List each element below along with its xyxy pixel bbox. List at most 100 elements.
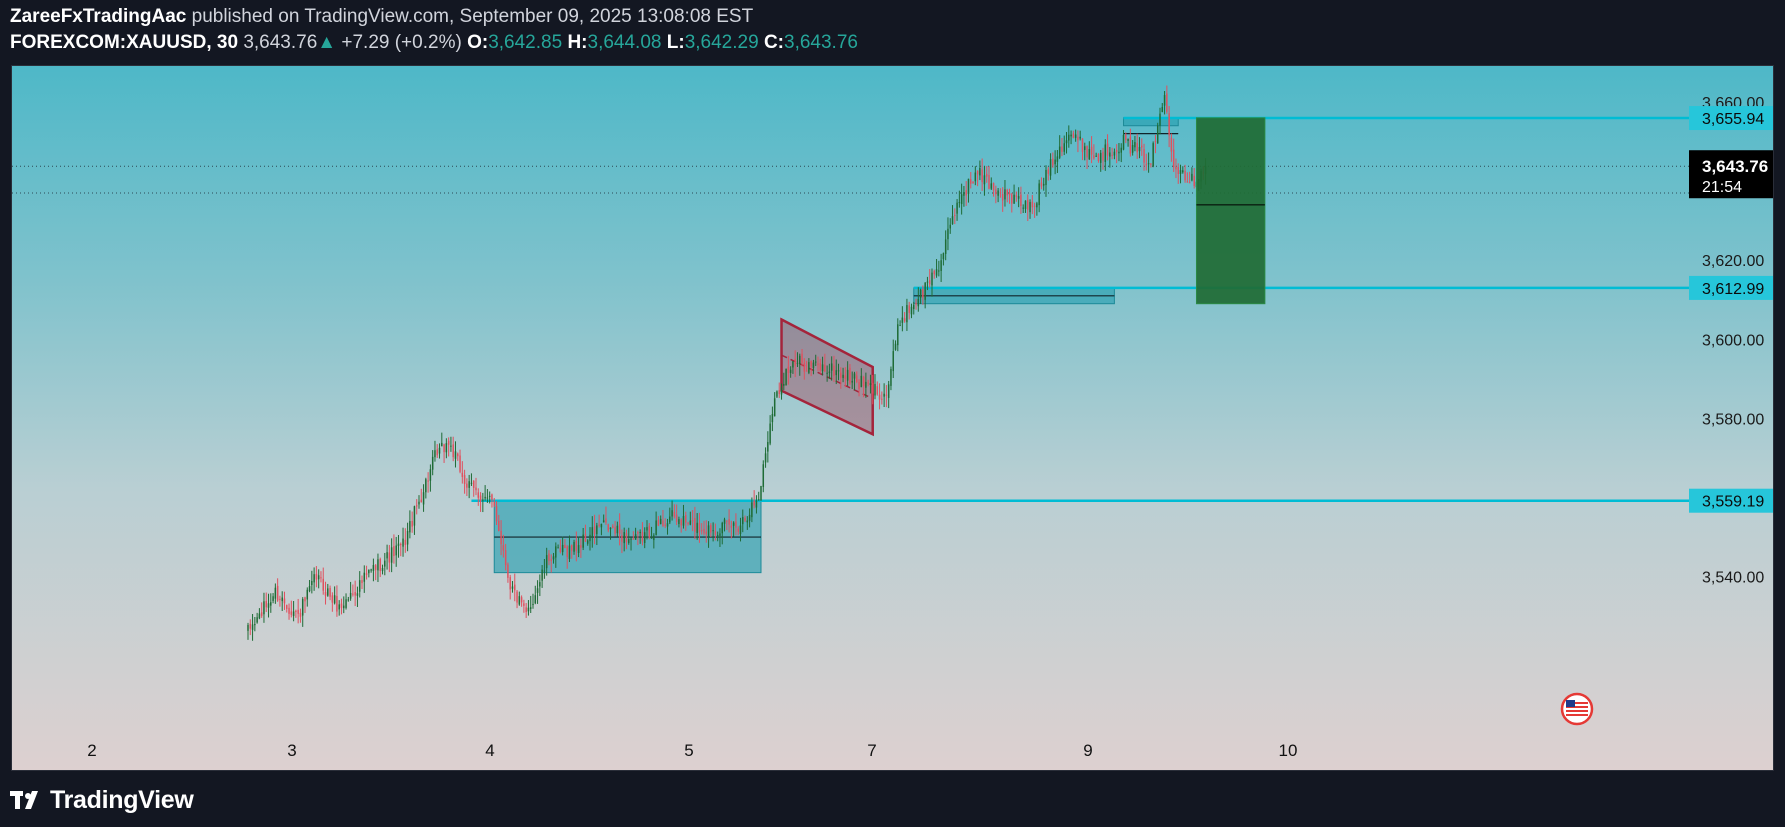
candle-body [1088, 149, 1091, 160]
candle-body [511, 586, 514, 589]
low-label: L: [666, 32, 685, 53]
candle-body [837, 370, 840, 372]
y-tick-label: 3,600.00 [1702, 332, 1764, 349]
tradingview-footer: TradingView [10, 782, 194, 818]
candle-body [555, 546, 557, 558]
candle-body [812, 362, 815, 368]
candle-body [942, 253, 945, 260]
target-box [1195, 117, 1266, 305]
candle-body [575, 540, 578, 551]
candle-body [365, 573, 368, 575]
candle-body [643, 532, 646, 543]
author-name[interactable]: ZareeFxTradingAac [10, 6, 187, 27]
candlestick-chart[interactable]: 3,540.003,580.003,600.003,620.003,660.00… [12, 66, 1774, 771]
candle-body [1106, 143, 1109, 156]
candle-body [817, 363, 819, 366]
candle-body [602, 520, 605, 523]
candle-body [267, 603, 270, 608]
candle-body [1102, 151, 1104, 161]
candle-body [906, 305, 908, 323]
candle-body [630, 538, 632, 540]
candle-body [1072, 133, 1075, 138]
candle-body [509, 577, 511, 590]
candle-body [525, 607, 527, 613]
candle-body [828, 371, 831, 373]
candle-body [297, 609, 299, 614]
candle-body [361, 580, 363, 584]
candle-body [541, 569, 543, 581]
candle-body [1122, 134, 1125, 150]
candle-body [963, 192, 965, 196]
candle-body [657, 519, 660, 526]
candle-body [849, 367, 851, 384]
candle-body [910, 306, 913, 315]
candle-body [434, 450, 436, 458]
symbol-label[interactable]: FOREXCOM:XAUUSD, 30 [10, 32, 239, 53]
candle-body [1038, 183, 1040, 206]
candle-body [411, 520, 413, 527]
candle-body [1104, 144, 1107, 162]
candle-body [1150, 163, 1152, 165]
candle-body [363, 572, 366, 582]
candle-body [1170, 137, 1173, 152]
candle-body [853, 373, 856, 379]
candle-body [675, 514, 678, 522]
chart-panel[interactable]: 3,540.00 3,580.00 3,600.00 3,620.00 3,660.00… [11, 65, 1774, 771]
candle-body [970, 179, 972, 184]
candle-body [1063, 143, 1065, 152]
candle-body [894, 343, 897, 350]
candle-body [596, 525, 598, 535]
candle-body [947, 228, 949, 240]
candle-body [577, 545, 580, 554]
candle-body [833, 365, 835, 376]
candle-body [338, 604, 340, 610]
candle-body [482, 499, 484, 501]
candle-body [336, 595, 338, 612]
candle-body [561, 544, 564, 553]
candle-body [878, 394, 881, 400]
candle-body [769, 423, 771, 444]
us-event-flag-icon [1560, 692, 1594, 726]
candle-body [270, 602, 272, 606]
level-price-label: 3,655.94 [1702, 111, 1764, 128]
symbol-line: FOREXCOM:XAUUSD, 30 3,643.76▲ +7.29 (+0.… [10, 32, 858, 54]
candle-body [311, 580, 313, 586]
candle-body [283, 598, 286, 604]
tradingview-brand[interactable]: TradingView [50, 785, 194, 814]
candle-body [400, 543, 402, 546]
candle-body [274, 587, 277, 599]
candle-body [1017, 196, 1020, 199]
candle-body [712, 530, 714, 532]
candle-body [851, 380, 853, 383]
candle-body [406, 530, 409, 545]
up-arrow-icon: ▲ [317, 32, 337, 53]
tradingview-logo-icon [10, 791, 38, 809]
candle-body [552, 556, 555, 560]
candle-body [256, 617, 258, 623]
flag-stripe [1566, 714, 1588, 716]
candle-body [324, 592, 327, 596]
candle-body [568, 545, 571, 559]
candle-body [320, 577, 322, 579]
candle-body [874, 383, 876, 396]
candle-body [767, 441, 769, 452]
candle-body [944, 239, 947, 254]
candle-body [938, 270, 940, 272]
candle-body [527, 607, 530, 612]
candle-body [1065, 140, 1068, 144]
candle-body [928, 280, 931, 285]
candle-body [810, 360, 812, 367]
candle-body [500, 530, 502, 545]
candle-body [472, 480, 475, 488]
candle-body [819, 363, 822, 371]
candle-body [632, 538, 635, 540]
candle-body [1143, 149, 1145, 163]
candle-body [933, 271, 936, 275]
candle-body [1045, 169, 1047, 186]
candle-body [908, 305, 910, 313]
candle-body [732, 522, 735, 526]
candle-body [422, 492, 425, 505]
candle-body [821, 364, 824, 372]
price-change: +7.29 (+0.2%) [341, 32, 462, 53]
candle-body [290, 611, 293, 615]
